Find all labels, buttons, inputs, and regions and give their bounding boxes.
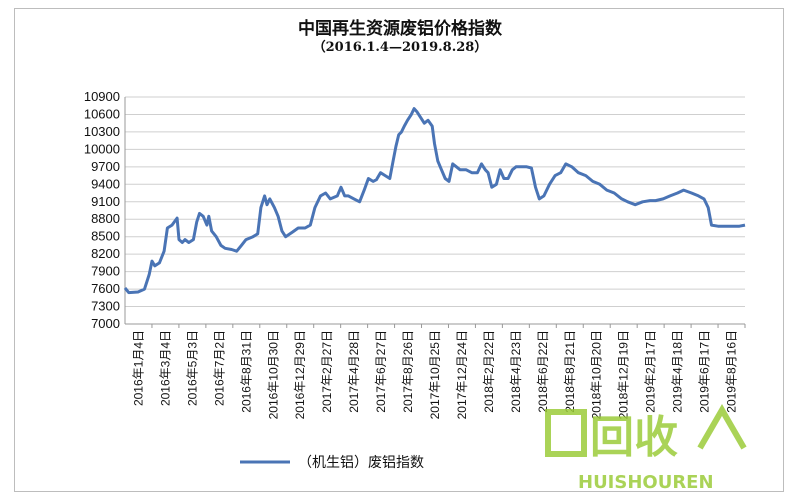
y-tick-label: 10900 bbox=[84, 89, 120, 104]
x-tick-label: 2019年8月16日 bbox=[725, 330, 739, 413]
x-tick-label: 2018年12月19日 bbox=[617, 330, 631, 419]
y-tick-label: 7300 bbox=[91, 299, 120, 314]
y-tick-label: 7600 bbox=[91, 281, 120, 296]
x-tick-label: 2018年2月22日 bbox=[482, 330, 496, 413]
y-axis: 7000 7300 7600 7900 8200 8500 8800 9100 9400 9700… bbox=[84, 89, 126, 331]
x-tick-label: 2019年2月17日 bbox=[644, 330, 658, 413]
y-tick-label: 9400 bbox=[91, 176, 120, 191]
x-tick-label: 2017年4月28日 bbox=[347, 330, 361, 413]
watermark-main: 回收 bbox=[590, 412, 678, 463]
x-tick-label: 2016年12月29日 bbox=[293, 330, 307, 419]
series-layer bbox=[123, 107, 746, 295]
watermark-sub: HUISHOUREN bbox=[578, 472, 714, 493]
x-axis: 2016年1月4日 2016年3月4日 2016年5月3日 2016年7月2日 2016… bbox=[125, 323, 746, 419]
chart-frame bbox=[14, 8, 784, 492]
x-tick-label: 2016年7月2日 bbox=[212, 330, 226, 406]
y-tick-label: 10300 bbox=[84, 124, 120, 139]
chart-subtitle: （2016.1.4—2019.8.28） bbox=[312, 40, 488, 55]
y-tick-label: 9100 bbox=[91, 194, 120, 209]
x-tick-label: 2017年2月27日 bbox=[320, 330, 334, 413]
x-tick-label: 2019年4月18日 bbox=[671, 330, 685, 413]
x-tick-label: 2016年3月4日 bbox=[158, 330, 172, 406]
y-tick-label: 8200 bbox=[91, 246, 120, 261]
y-tick-label: 7900 bbox=[91, 264, 120, 279]
y-tick-label: 9700 bbox=[91, 159, 120, 174]
gridlines bbox=[125, 96, 745, 325]
watermark-person-icon bbox=[697, 404, 747, 450]
chart-title: 中国再生资源废铝价格指数 bbox=[298, 19, 502, 39]
y-tick-label: 7000 bbox=[91, 316, 120, 331]
x-tick-label: 2016年10月30日 bbox=[266, 330, 280, 419]
y-tick-label: 10000 bbox=[84, 141, 120, 156]
watermark-box-icon bbox=[545, 409, 587, 457]
x-tick-label: 2016年8月31日 bbox=[239, 330, 253, 413]
x-tick-label: 2018年6月22日 bbox=[536, 330, 550, 413]
x-tick-label: 2018年8月21日 bbox=[563, 330, 577, 413]
x-tick-label: 2018年4月23日 bbox=[509, 330, 523, 413]
x-tick-label: 2016年5月3日 bbox=[185, 330, 199, 406]
legend-label: （机生铝）废铝指数 bbox=[298, 455, 424, 471]
y-tick-label: 8800 bbox=[91, 211, 120, 226]
x-tick-label: 2019年6月17日 bbox=[698, 330, 712, 413]
legend: （机生铝）废铝指数 bbox=[240, 455, 424, 471]
x-tick-label: 2017年10月25日 bbox=[428, 330, 442, 419]
y-tick-label: 10600 bbox=[84, 106, 120, 121]
x-tick-label: 2018年10月20日 bbox=[590, 330, 604, 419]
x-tick-label: 2017年8月26日 bbox=[401, 330, 415, 413]
x-tick-label: 2017年12月24日 bbox=[455, 330, 469, 419]
watermark: 回收 HUISHOUREN bbox=[545, 404, 747, 493]
series-line-0 bbox=[123, 107, 746, 295]
y-tick-label: 8500 bbox=[91, 229, 120, 244]
x-tick-label: 2016年1月4日 bbox=[131, 330, 145, 406]
x-tick-label: 2017年6月27日 bbox=[374, 330, 388, 413]
